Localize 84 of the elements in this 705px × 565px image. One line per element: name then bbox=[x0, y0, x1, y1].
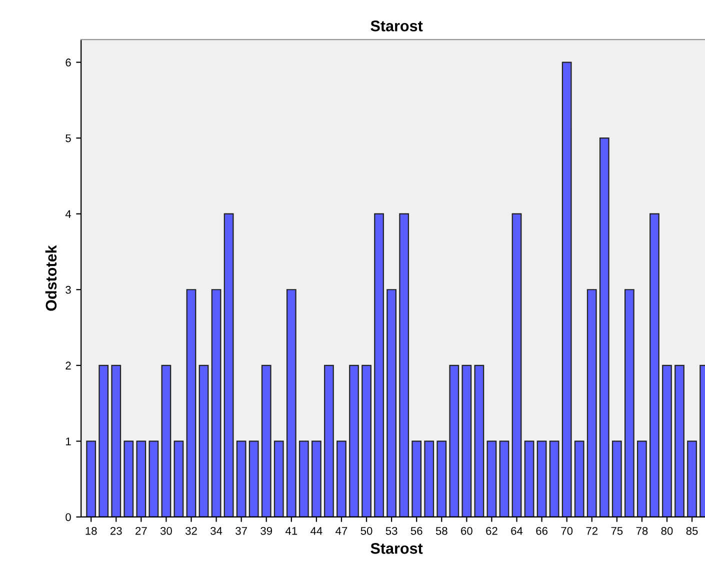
y-tick-label: 1 bbox=[66, 438, 71, 446]
x-tick-label: 32 bbox=[185, 526, 197, 535]
x-tick-label: 47 bbox=[336, 527, 348, 535]
bar bbox=[312, 440, 322, 517]
bar bbox=[486, 440, 497, 517]
bar bbox=[574, 440, 584, 517]
x-tick-label: 60 bbox=[461, 526, 472, 535]
bar bbox=[98, 364, 109, 517]
x-tick-label: 18 bbox=[86, 526, 97, 535]
bar bbox=[549, 440, 560, 517]
bar bbox=[662, 364, 672, 517]
x-tick-label: 41 bbox=[285, 527, 298, 535]
bar bbox=[399, 213, 410, 517]
bar bbox=[148, 440, 159, 517]
bar bbox=[224, 213, 234, 517]
x-axis-title: Starost bbox=[370, 543, 423, 554]
y-axis-title: Odstotek bbox=[45, 245, 57, 311]
bar bbox=[274, 440, 284, 517]
bar bbox=[374, 213, 384, 517]
x-tick-label: 53 bbox=[386, 526, 398, 535]
x-tick-label: 39 bbox=[260, 526, 272, 535]
bar bbox=[612, 440, 622, 517]
x-tick-label: 58 bbox=[436, 526, 448, 535]
bar bbox=[524, 440, 534, 517]
bar bbox=[462, 364, 472, 517]
bar bbox=[687, 440, 697, 517]
bar bbox=[412, 440, 422, 517]
bar bbox=[536, 440, 547, 517]
y-tick-label: 5 bbox=[66, 134, 71, 142]
bar bbox=[362, 364, 372, 517]
bar bbox=[599, 138, 610, 517]
x-tick-label: 27 bbox=[136, 526, 147, 535]
x-tick-label: 34 bbox=[210, 526, 222, 535]
bar bbox=[436, 440, 447, 517]
bar bbox=[286, 289, 296, 517]
bar bbox=[236, 440, 246, 517]
bar bbox=[324, 364, 334, 517]
bar bbox=[186, 289, 196, 517]
bar bbox=[349, 364, 359, 517]
bar bbox=[86, 440, 96, 517]
x-tick-label: 80 bbox=[661, 526, 673, 535]
x-tick-label: 70 bbox=[561, 526, 573, 535]
x-tick-label: 72 bbox=[586, 526, 598, 535]
x-tick-label: 85 bbox=[686, 526, 698, 535]
bar bbox=[624, 289, 634, 517]
x-tick-label: 56 bbox=[410, 526, 422, 535]
x-tick-label: 75 bbox=[611, 527, 623, 535]
bar bbox=[424, 440, 434, 517]
y-tick-label: 0 bbox=[66, 513, 71, 522]
bar bbox=[650, 213, 660, 517]
x-tick-label: 64 bbox=[511, 526, 523, 535]
bar bbox=[124, 440, 134, 517]
bar bbox=[161, 364, 172, 517]
bar bbox=[336, 440, 346, 517]
bar bbox=[562, 62, 572, 517]
bar bbox=[211, 289, 222, 517]
bar bbox=[386, 289, 396, 517]
x-tick-label: 44 bbox=[310, 527, 322, 535]
x-tick-label: 30 bbox=[160, 526, 172, 535]
bar bbox=[586, 289, 597, 517]
bar bbox=[174, 440, 184, 517]
bar bbox=[111, 364, 122, 517]
x-tick-label: 37 bbox=[236, 526, 247, 535]
bar bbox=[136, 440, 146, 517]
bar bbox=[261, 364, 272, 517]
bar bbox=[499, 440, 510, 517]
bar bbox=[298, 440, 309, 517]
bar bbox=[248, 440, 259, 517]
y-tick-label: 2 bbox=[66, 362, 71, 370]
y-tick-label: 3 bbox=[66, 286, 71, 294]
x-tick-label: 66 bbox=[536, 526, 548, 535]
x-tick-label: 23 bbox=[110, 526, 122, 535]
y-tick-label: 4 bbox=[65, 210, 72, 218]
y-tick-label: 6 bbox=[66, 58, 71, 66]
bar bbox=[474, 364, 484, 517]
bar bbox=[512, 213, 522, 517]
x-tick-label: 50 bbox=[360, 526, 372, 535]
bar bbox=[449, 364, 460, 517]
chart-title: Starost bbox=[370, 20, 423, 32]
x-tick-label: 78 bbox=[636, 526, 648, 535]
bar bbox=[674, 364, 684, 517]
x-tick-label: 62 bbox=[486, 526, 498, 535]
bar bbox=[198, 364, 209, 517]
bar bbox=[637, 440, 647, 517]
